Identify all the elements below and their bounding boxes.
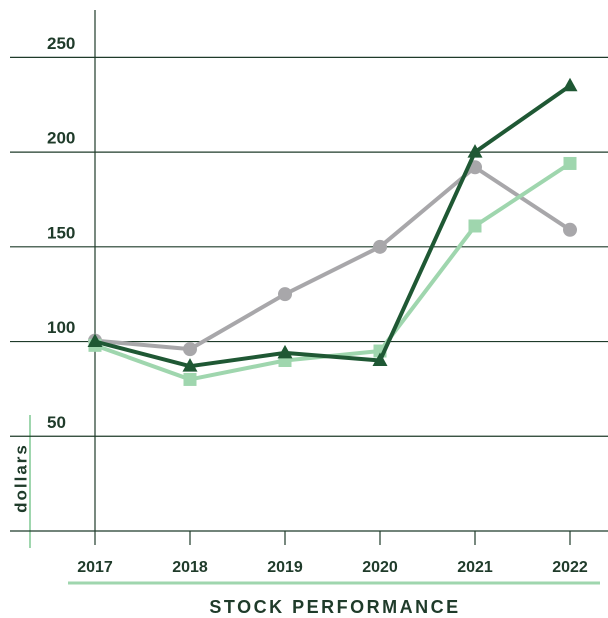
chart-title: STOCK PERFORMANCE bbox=[209, 597, 460, 617]
y-tick-label: 100 bbox=[47, 318, 75, 337]
point bbox=[87, 333, 103, 348]
x-tick-label: 2021 bbox=[457, 559, 493, 576]
y-axis-label: dollars bbox=[11, 443, 30, 513]
point bbox=[373, 239, 387, 254]
x-tick-label: 2017 bbox=[77, 559, 113, 576]
x-tick-label: 2019 bbox=[267, 559, 303, 576]
series-line bbox=[94, 165, 572, 352]
point bbox=[183, 342, 197, 357]
point bbox=[562, 77, 578, 92]
series-line bbox=[94, 84, 572, 369]
x-tick-label: 2022 bbox=[552, 559, 588, 576]
point bbox=[563, 222, 577, 237]
x-tick-label: 2018 bbox=[172, 559, 208, 576]
x-tick-label: 2020 bbox=[362, 559, 398, 576]
point bbox=[563, 156, 577, 170]
point bbox=[183, 372, 197, 386]
point bbox=[468, 219, 482, 233]
point bbox=[467, 144, 483, 158]
point bbox=[182, 358, 198, 372]
point bbox=[372, 352, 388, 366]
y-tick-label: 50 bbox=[47, 413, 66, 432]
y-tick-label: 200 bbox=[47, 129, 75, 148]
y-tick-label: 150 bbox=[47, 223, 75, 242]
point bbox=[277, 344, 293, 359]
y-tick-label: 250 bbox=[47, 34, 75, 53]
point bbox=[278, 287, 292, 302]
